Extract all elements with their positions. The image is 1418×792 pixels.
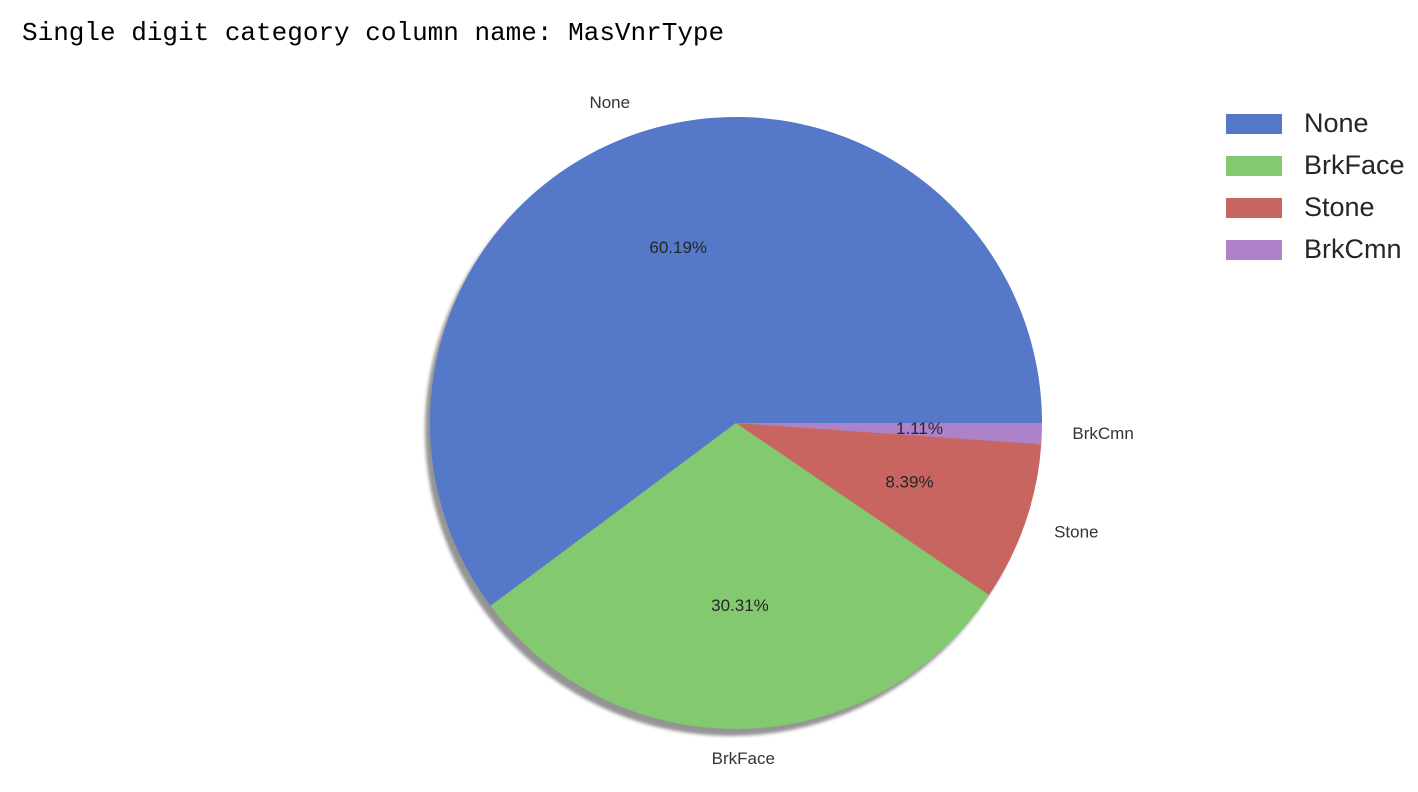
legend-swatch-brkcmn: [1226, 240, 1282, 260]
pie-slice-brkface: [490, 423, 990, 729]
legend-label-stone: Stone: [1304, 192, 1375, 222]
header-column-name: MasVnrType: [568, 18, 725, 48]
pie-slices: [430, 116, 1043, 729]
legend-label-brkface: BrkFace: [1304, 150, 1405, 180]
slice-labels: None BrkFace Stone BrkCmn: [589, 93, 1133, 768]
slice-label-brkcmn: BrkCmn: [1072, 424, 1133, 443]
legend-swatch-brkface: [1226, 156, 1282, 176]
pie-slice-none: [430, 116, 1043, 606]
legend: None BrkFace Stone BrkCmn: [1226, 108, 1405, 264]
percent-label-brkcmn: 1.11%: [896, 419, 943, 438]
percent-labels: 60.19% 30.31% 8.39% 1.11%: [649, 238, 943, 615]
legend-swatch-stone: [1226, 198, 1282, 218]
percent-label-stone: 8.39%: [885, 473, 933, 492]
percent-label-brkface: 30.31%: [711, 596, 769, 615]
legend-label-none: None: [1304, 108, 1369, 138]
pie-slice-stone: [736, 423, 1042, 595]
output-header: Single digit category column name: MasVn…: [22, 18, 724, 48]
slice-label-brkface: BrkFace: [712, 749, 775, 768]
percent-label-none: 60.19%: [649, 238, 707, 257]
legend-label-brkcmn: BrkCmn: [1304, 234, 1402, 264]
pie-slice-brkcmn: [736, 423, 1042, 445]
slice-label-none: None: [589, 93, 630, 112]
legend-swatch-none: [1226, 114, 1282, 134]
header-prefix: Single digit category column name:: [22, 18, 553, 48]
slice-label-stone: Stone: [1054, 523, 1098, 542]
